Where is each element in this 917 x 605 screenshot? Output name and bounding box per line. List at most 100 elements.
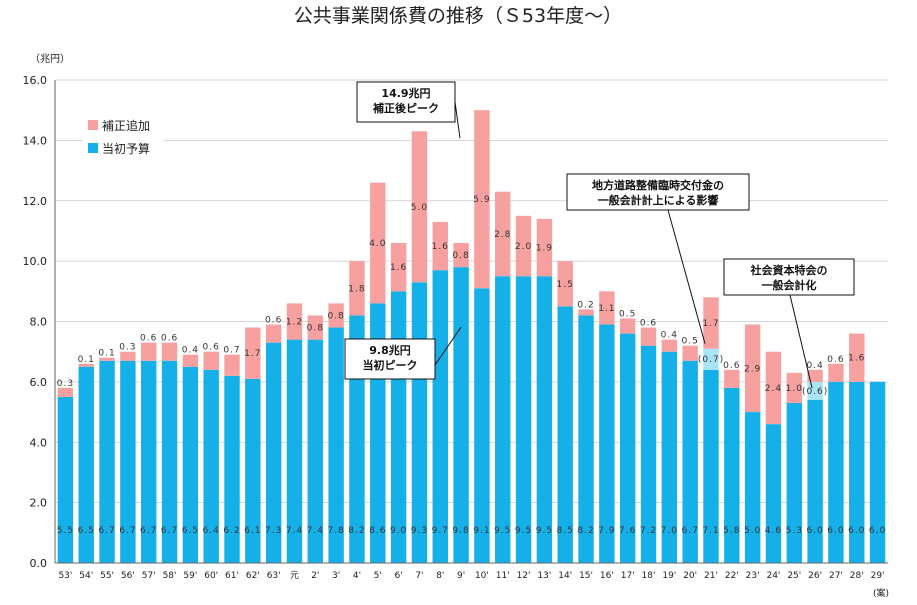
data-label-initial: 5.3: [786, 526, 803, 536]
bar-supplementary: [453, 243, 469, 268]
bar-initial-budget: [182, 366, 199, 563]
x-tick-label: 24': [766, 571, 780, 581]
bar-initial-budget: [99, 360, 115, 563]
data-label-supplementary: 0.8: [307, 324, 324, 334]
x-tick-label: 7': [415, 571, 423, 581]
bar-supplementary: [474, 110, 490, 289]
x-tick-label: 60': [204, 571, 218, 581]
data-label-supplementary: 2.8: [494, 230, 511, 240]
x-tick-label: 14': [558, 571, 572, 581]
callout-text: 14.9兆円: [381, 86, 430, 100]
y-tick-label: 0.0: [30, 557, 48, 570]
bar-supplementary: [515, 215, 532, 277]
bar-initial-budget: [265, 342, 282, 563]
bar-initial-budget: [328, 327, 344, 563]
data-label-supplementary: 0.6: [203, 343, 220, 353]
bar-initial-budget: [432, 270, 448, 563]
bar-initial-budget: [765, 424, 782, 563]
x-tick-label: 5': [374, 571, 382, 581]
bar-initial-budget: [828, 381, 844, 563]
data-label-initial: 8.6: [369, 526, 386, 536]
bar-supplementary: [619, 318, 636, 334]
data-label-supplementary: 0.6: [265, 316, 282, 326]
bar-supplementary: [265, 324, 282, 343]
x-tick-label: 54': [79, 571, 93, 581]
x-tick-label: 56': [121, 571, 135, 581]
data-label-initial: 6.5: [182, 526, 199, 536]
data-label-initial: 7.6: [619, 526, 636, 536]
x-tick-label: 4': [353, 571, 361, 581]
data-label-initial: 7.1: [702, 526, 719, 536]
bar-initial-budget: [515, 276, 532, 563]
bar-supplementary: [661, 339, 678, 352]
data-label-initial: 7.2: [640, 526, 657, 536]
callout-text: 一般会計化: [762, 278, 817, 292]
data-label-supplementary: 0.5: [619, 309, 636, 319]
x-tick-label: 2': [311, 571, 319, 581]
data-label-supplementary: 2.0: [515, 242, 532, 252]
y-tick-label: 10.0: [23, 255, 48, 268]
bar-initial-budget: [495, 276, 511, 563]
data-label-initial: 6.2: [223, 526, 240, 536]
data-label-initial: 9.7: [432, 526, 449, 536]
bar-supplementary: [724, 369, 740, 388]
bar-initial-budget: [390, 291, 407, 563]
data-label-supplementary: 1.9: [536, 244, 553, 254]
data-label-supplementary: 0.1: [98, 349, 115, 359]
bar-initial-budget: [619, 333, 636, 563]
data-label-supplementary: 4.0: [369, 239, 386, 249]
bar-supplementary: [161, 342, 178, 361]
bar-special-segment: [703, 348, 719, 370]
data-label-initial: 6.1: [244, 526, 261, 536]
x-axis-note: (案): [873, 587, 889, 599]
x-tick-label: 25': [787, 571, 801, 581]
callout-box: [723, 258, 855, 296]
bar-initial-budget: [141, 360, 157, 563]
x-tick-label: 18': [642, 571, 656, 581]
y-tick-label: 2.0: [30, 497, 48, 510]
bar-initial-budget: [224, 375, 240, 563]
x-tick-label: 29': [871, 571, 885, 581]
callout-text: 9.8兆円: [369, 343, 411, 357]
bar-supplementary: [182, 354, 199, 367]
bar-initial-budget: [599, 324, 615, 563]
data-label-initial: 6.5: [78, 526, 95, 536]
bar-initial-budget: [724, 387, 740, 563]
data-label-initial: 6.7: [161, 526, 178, 536]
data-label-supplementary: 1.8: [348, 284, 365, 294]
bar-supplementary: [99, 357, 115, 361]
bar-initial-budget: [869, 381, 886, 563]
legend-label-supplementary: 補正追加: [102, 118, 150, 133]
data-label-supplementary: 0.5: [681, 337, 698, 347]
bar-initial-budget: [474, 288, 490, 563]
data-label-initial: 6.7: [119, 526, 136, 536]
data-label-supplementary: 2.9: [744, 364, 761, 374]
data-label-initial: 6.0: [806, 526, 823, 536]
bar-supplementary: [807, 369, 823, 382]
data-label-initial: 7.4: [307, 526, 324, 536]
bar-supplementary: [224, 354, 240, 376]
bar-initial-budget: [661, 351, 678, 563]
callout-box: [344, 338, 436, 380]
data-label-supplementary: 1.5: [557, 280, 574, 290]
x-tick-label: 57': [142, 571, 156, 581]
data-labels: 5.5 0.3 6.5 0.1 6.7 0.1 6.7 0.3 6.7 0.6 6.7 0.6 6.5 0…: [57, 195, 886, 536]
data-label-supplementary: 0.8: [452, 251, 469, 261]
data-label-initial: 7.8: [327, 526, 344, 536]
data-label-initial: 9.0: [390, 526, 407, 536]
x-tick-label: 53': [58, 571, 72, 581]
x-tick-label: 20': [683, 571, 697, 581]
callout-box: [566, 173, 750, 211]
bar-initial-budget: [849, 381, 865, 563]
bar-supplementary: [703, 297, 719, 349]
data-label-initial: 6.7: [98, 526, 115, 536]
bar-supplementary: [536, 218, 553, 277]
data-label-supplementary: 1.1: [598, 304, 615, 314]
y-tick-label: 12.0: [23, 195, 48, 208]
data-label-initial: 6.0: [869, 526, 886, 536]
bar-initial-budget: [286, 339, 303, 563]
x-tick-label: 59': [183, 571, 197, 581]
bar-initial-budget: [78, 366, 94, 563]
